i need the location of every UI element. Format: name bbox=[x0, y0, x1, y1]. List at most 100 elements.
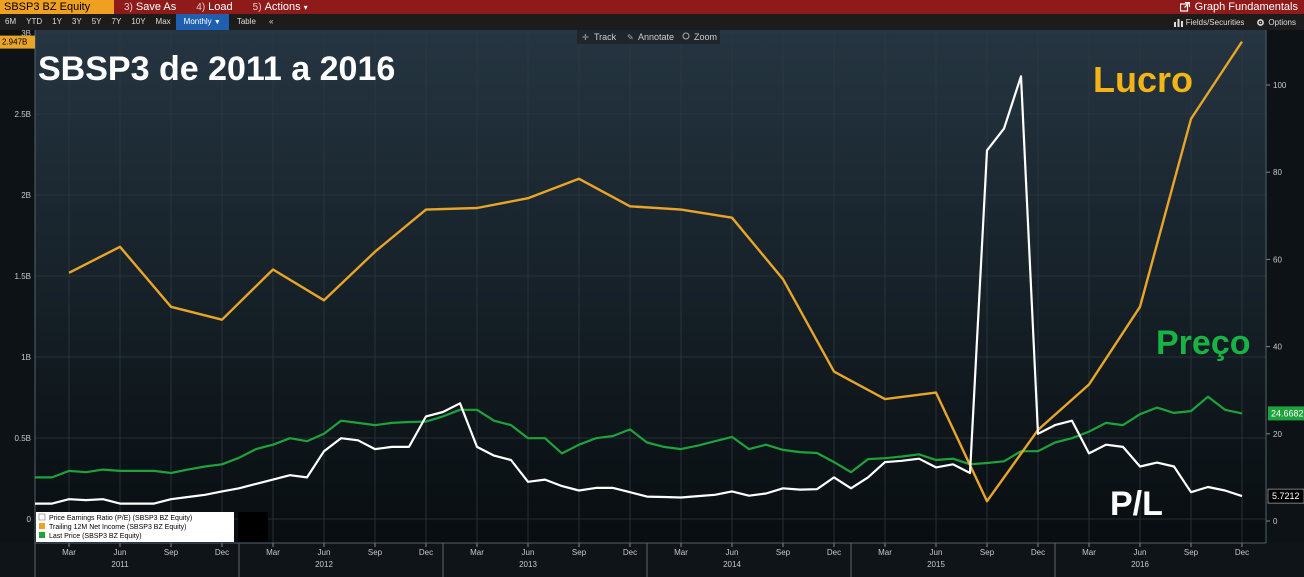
actions-button[interactable]: 5) Actions ▾ bbox=[243, 1, 318, 13]
legend-value-pe: 5.7212 bbox=[208, 515, 230, 522]
options-button[interactable]: Options bbox=[1256, 18, 1296, 27]
right-tick-label: 100 bbox=[1273, 81, 1287, 90]
left-tick-label: 0.5B bbox=[15, 434, 31, 443]
left-tick-label: 1.5B bbox=[15, 272, 31, 281]
legend-label-income: Trailing 12M Net Income (SBSP3 BZ Equity… bbox=[49, 524, 186, 531]
range-max[interactable]: Max bbox=[155, 17, 171, 26]
left-tick-label: 2B bbox=[21, 191, 31, 200]
x-year-label: 2012 bbox=[315, 560, 333, 569]
gear-icon bbox=[1256, 18, 1265, 27]
range-10y[interactable]: 10Y bbox=[131, 17, 146, 26]
x-tick-label: Mar bbox=[674, 548, 688, 557]
pencil-icon: ✎ bbox=[627, 33, 634, 42]
collapse-button[interactable]: « bbox=[268, 17, 274, 26]
left-tick-label: 3B bbox=[21, 30, 31, 38]
chart-tools: ✛ Track ✎ Annotate Zoom bbox=[577, 30, 720, 44]
x-tick-label: Dec bbox=[419, 548, 433, 557]
series-price-line bbox=[35, 395, 1243, 479]
series-pe-line bbox=[35, 75, 1243, 505]
ticker-input[interactable]: SBSP3 BZ Equity bbox=[0, 0, 114, 14]
x-tick-label: Sep bbox=[776, 548, 791, 557]
x-tick-label: Jun bbox=[1134, 548, 1147, 557]
right-tick-label: 80 bbox=[1273, 168, 1282, 177]
legend-swatch-price bbox=[39, 532, 45, 538]
annotation-pl: P/L bbox=[1110, 485, 1163, 523]
actions-number: 5) bbox=[252, 1, 262, 13]
range-3y[interactable]: 3Y bbox=[71, 17, 82, 26]
x-axis-background bbox=[0, 543, 1304, 577]
x-year-label: 2015 bbox=[927, 560, 945, 569]
x-tick-label: Sep bbox=[164, 548, 179, 557]
right-tick-label: 40 bbox=[1273, 343, 1282, 352]
bars-icon bbox=[1173, 18, 1183, 27]
x-tick-label: Dec bbox=[1031, 548, 1045, 557]
zoom-button[interactable]: Zoom bbox=[682, 32, 717, 42]
range-ytd[interactable]: YTD bbox=[26, 17, 43, 26]
load-label: Load bbox=[208, 1, 233, 13]
x-year-label: 2013 bbox=[519, 560, 537, 569]
options-label: Options bbox=[1268, 17, 1296, 27]
top-bar: SBSP3 BZ Equity 3) Save As 4) Load 5) Actio… bbox=[0, 0, 1304, 14]
right-tick-label: 60 bbox=[1273, 255, 1282, 264]
legend-item-price: Last Price (SBSP3 BZ Equity) 24.6682 bbox=[39, 532, 233, 540]
magnifier-icon bbox=[682, 32, 690, 40]
table-button[interactable]: Table bbox=[236, 17, 256, 26]
legend-item-pe: Price Earnings Ratio (P/E) (SBSP3 BZ Equ… bbox=[38, 513, 230, 522]
legend-label-price: Last Price (SBSP3 BZ Equity) bbox=[49, 533, 142, 540]
chart-title: SBSP3 de 2011 a 2016 bbox=[38, 50, 395, 88]
save-as-number: 3) bbox=[124, 1, 133, 13]
annotate-label: Annotate bbox=[638, 32, 674, 42]
x-tick-label: Mar bbox=[470, 548, 484, 557]
x-tick-label: Jun bbox=[114, 548, 127, 557]
legend-value-income: 2.947B bbox=[208, 524, 231, 531]
x-tick-label: Jun bbox=[522, 548, 535, 557]
right-axis-background bbox=[1266, 30, 1304, 543]
right-tick-label: 20 bbox=[1273, 430, 1282, 439]
left-axis-background bbox=[0, 30, 35, 543]
line-chart: 0 0.5B 1B 1.5B 2B 2.5B 3B 0 20 40 60 80 100 Mar Jun S… bbox=[0, 30, 1304, 577]
right-axis-ticks: 0 20 40 60 80 100 bbox=[1265, 30, 1287, 543]
load-button[interactable]: 4) Load bbox=[186, 1, 242, 13]
price-last-value: 24.6682 bbox=[1271, 408, 1304, 418]
fields-securities-button[interactable]: Fields/Securities bbox=[1173, 18, 1244, 27]
external-link-icon bbox=[1179, 2, 1190, 12]
legend-swatch-income bbox=[39, 523, 45, 529]
plot-background bbox=[35, 30, 1266, 543]
series-group bbox=[35, 40, 1244, 505]
load-number: 4) bbox=[196, 1, 206, 13]
annotate-button[interactable]: ✎ Annotate bbox=[627, 32, 674, 42]
range-7y[interactable]: 7Y bbox=[111, 17, 122, 26]
left-axis-ticks: 0 0.5B 1B 1.5B 2B 2.5B 3B bbox=[15, 30, 36, 543]
annotation-preco: Preço bbox=[1156, 324, 1251, 362]
left-tick-label: 1B bbox=[21, 353, 31, 362]
frequency-select[interactable]: Monthly ▼ bbox=[175, 14, 229, 30]
range-1y[interactable]: 1Y bbox=[52, 17, 62, 26]
right-value-label-price: 24.6682 bbox=[1268, 406, 1304, 421]
x-tick-label: Sep bbox=[572, 548, 587, 557]
range-6m[interactable]: 6M bbox=[5, 17, 17, 26]
left-tick-label: 2.5B bbox=[15, 110, 31, 119]
pe-last-value: 5.7212 bbox=[1272, 491, 1300, 501]
x-year-label: 2016 bbox=[1131, 560, 1149, 569]
income-last-value: 2.947B bbox=[2, 38, 27, 47]
right-tick-label: 0 bbox=[1273, 517, 1278, 526]
graph-fundamentals-label: Graph Fundamentals bbox=[1194, 1, 1298, 13]
grid-lines bbox=[35, 30, 1266, 543]
legend-label-pe: Price Earnings Ratio (P/E) (SBSP3 BZ Equ… bbox=[49, 515, 192, 522]
x-year-label: 2014 bbox=[723, 560, 741, 569]
chevron-down-icon: ▾ bbox=[303, 2, 308, 12]
x-tick-label: Dec bbox=[215, 548, 229, 557]
right-value-label-pe: 5.7212 bbox=[1267, 488, 1304, 504]
left-value-label-income: 2.947B bbox=[0, 35, 35, 49]
legend-swatch-pe bbox=[38, 513, 46, 521]
track-button[interactable]: ✛ Track bbox=[582, 32, 617, 42]
save-as-button[interactable]: 3) Save As bbox=[114, 1, 186, 13]
range-5y[interactable]: 5Y bbox=[91, 17, 102, 26]
legend: Price Earnings Ratio (P/E) (SBSP3 BZ Equ… bbox=[36, 512, 268, 542]
actions-label: Actions bbox=[264, 1, 301, 13]
graph-fundamentals-button[interactable]: Graph Fundamentals bbox=[1179, 1, 1304, 13]
track-label: Track bbox=[594, 32, 617, 42]
legend-value-price: 24.6682 bbox=[208, 533, 233, 540]
x-tick-label: Dec bbox=[1235, 548, 1249, 557]
left-tick-label: 0 bbox=[27, 515, 32, 524]
